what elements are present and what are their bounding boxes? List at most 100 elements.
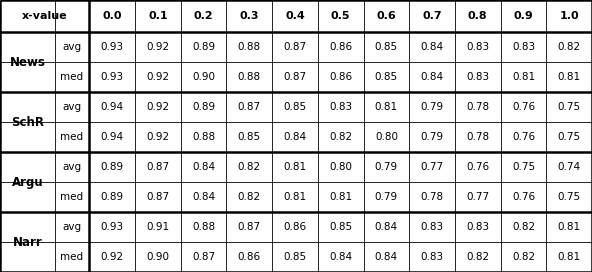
Text: 0.93: 0.93	[101, 42, 124, 52]
Text: x-value: x-value	[22, 11, 67, 21]
Text: 0.1: 0.1	[148, 11, 168, 21]
Text: 0.87: 0.87	[238, 102, 261, 112]
Text: 0.88: 0.88	[192, 132, 215, 142]
Text: 0.85: 0.85	[375, 72, 398, 82]
Text: 0.92: 0.92	[146, 42, 169, 52]
Text: 0.82: 0.82	[238, 192, 261, 202]
Text: avg: avg	[62, 42, 82, 52]
Text: 0.78: 0.78	[420, 192, 443, 202]
Text: 0.79: 0.79	[420, 102, 443, 112]
Text: 0.85: 0.85	[329, 222, 352, 232]
Text: 0.82: 0.82	[512, 252, 535, 262]
Text: 0.80: 0.80	[375, 132, 398, 142]
Text: 0.75: 0.75	[558, 102, 581, 112]
Text: 0.87: 0.87	[146, 162, 169, 172]
Text: 0.82: 0.82	[558, 42, 581, 52]
Text: med: med	[60, 132, 83, 142]
Text: 0.0: 0.0	[102, 11, 122, 21]
Text: 0.83: 0.83	[466, 42, 490, 52]
Text: 0.85: 0.85	[284, 102, 307, 112]
Text: 0.83: 0.83	[466, 222, 490, 232]
Text: 0.84: 0.84	[192, 162, 215, 172]
Text: 0.78: 0.78	[466, 102, 490, 112]
Text: 0.5: 0.5	[331, 11, 350, 21]
Text: 0.85: 0.85	[284, 252, 307, 262]
Text: 0.79: 0.79	[375, 162, 398, 172]
Text: 0.75: 0.75	[512, 162, 535, 172]
Text: 0.82: 0.82	[329, 132, 352, 142]
Text: 0.75: 0.75	[558, 192, 581, 202]
Text: 0.89: 0.89	[192, 102, 215, 112]
Text: 0.76: 0.76	[466, 162, 490, 172]
Text: 0.81: 0.81	[284, 162, 307, 172]
Text: 0.87: 0.87	[284, 72, 307, 82]
Text: 0.87: 0.87	[146, 192, 169, 202]
Text: 0.88: 0.88	[192, 222, 215, 232]
Text: 0.91: 0.91	[146, 222, 169, 232]
Text: 0.78: 0.78	[466, 132, 490, 142]
Text: Argu: Argu	[11, 176, 43, 188]
Text: 0.85: 0.85	[375, 42, 398, 52]
Text: 0.81: 0.81	[558, 252, 581, 262]
Text: med: med	[60, 192, 83, 202]
Text: 0.89: 0.89	[101, 162, 124, 172]
Text: 0.81: 0.81	[558, 72, 581, 82]
Text: 0.86: 0.86	[329, 42, 352, 52]
Text: SchR: SchR	[11, 116, 44, 129]
Text: 0.85: 0.85	[238, 132, 261, 142]
Text: 0.84: 0.84	[284, 132, 307, 142]
Text: 0.86: 0.86	[329, 72, 352, 82]
Text: 1.0: 1.0	[559, 11, 579, 21]
Text: 0.86: 0.86	[284, 222, 307, 232]
Text: 0.92: 0.92	[146, 132, 169, 142]
Text: 0.81: 0.81	[512, 72, 535, 82]
Text: 0.81: 0.81	[329, 192, 352, 202]
Text: 0.92: 0.92	[101, 252, 124, 262]
Text: 0.84: 0.84	[375, 252, 398, 262]
Text: med: med	[60, 72, 83, 82]
Text: 0.93: 0.93	[101, 222, 124, 232]
Text: 0.92: 0.92	[146, 72, 169, 82]
Text: 0.87: 0.87	[238, 222, 261, 232]
Text: 0.74: 0.74	[558, 162, 581, 172]
Text: 0.93: 0.93	[101, 72, 124, 82]
Text: 0.6: 0.6	[377, 11, 396, 21]
Text: 0.80: 0.80	[329, 162, 352, 172]
Text: avg: avg	[62, 102, 82, 112]
Text: 0.82: 0.82	[238, 162, 261, 172]
Text: 0.83: 0.83	[420, 222, 443, 232]
Text: med: med	[60, 252, 83, 262]
Text: 0.2: 0.2	[194, 11, 214, 21]
Text: 0.94: 0.94	[101, 132, 124, 142]
Text: 0.92: 0.92	[146, 102, 169, 112]
Text: 0.89: 0.89	[192, 42, 215, 52]
Text: 0.82: 0.82	[512, 222, 535, 232]
Text: News: News	[9, 56, 45, 69]
Text: 0.82: 0.82	[466, 252, 490, 262]
Text: 0.3: 0.3	[240, 11, 259, 21]
Text: 0.87: 0.87	[284, 42, 307, 52]
Text: 0.83: 0.83	[466, 72, 490, 82]
Text: 0.94: 0.94	[101, 102, 124, 112]
Text: Narr: Narr	[12, 236, 42, 249]
Text: 0.76: 0.76	[512, 102, 535, 112]
Text: 0.86: 0.86	[238, 252, 261, 262]
Text: 0.84: 0.84	[420, 72, 443, 82]
Text: 0.88: 0.88	[238, 72, 261, 82]
Text: 0.8: 0.8	[468, 11, 488, 21]
Text: 0.76: 0.76	[512, 132, 535, 142]
Text: 0.87: 0.87	[192, 252, 215, 262]
Text: 0.84: 0.84	[329, 252, 352, 262]
Text: 0.84: 0.84	[375, 222, 398, 232]
Text: 0.90: 0.90	[192, 72, 215, 82]
Text: 0.83: 0.83	[329, 102, 352, 112]
Text: 0.9: 0.9	[514, 11, 533, 21]
Text: 0.77: 0.77	[420, 162, 443, 172]
Text: 0.79: 0.79	[375, 192, 398, 202]
Text: 0.81: 0.81	[558, 222, 581, 232]
Text: 0.89: 0.89	[101, 192, 124, 202]
Text: 0.88: 0.88	[238, 42, 261, 52]
Text: 0.84: 0.84	[420, 42, 443, 52]
Text: 0.79: 0.79	[420, 132, 443, 142]
Text: 0.83: 0.83	[420, 252, 443, 262]
